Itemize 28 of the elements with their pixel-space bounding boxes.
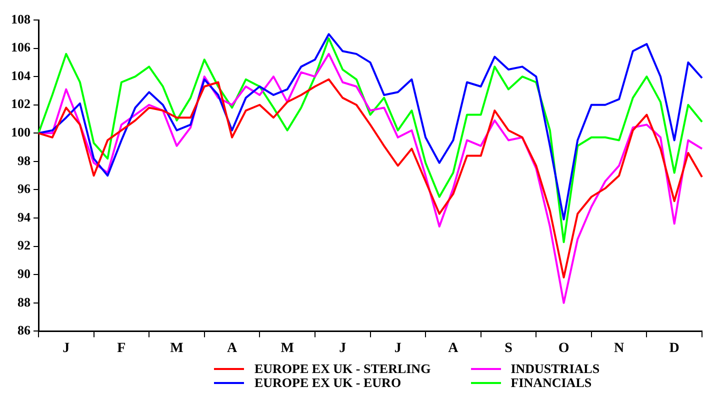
x-tick-label: O [558,341,570,356]
y-tick-label: 106 [11,40,31,55]
legend-label: INDUSTRIALS [510,361,600,376]
y-tick-label: 100 [11,124,30,140]
x-tick-label: S [504,341,513,356]
legend-label: EUROPE EX UK - STERLING [254,361,431,376]
x-tick-label: D [669,341,680,356]
y-tick-label: 86 [18,322,31,338]
x-tick-label: J [62,341,70,356]
x-tick-label: J [394,341,402,356]
y-tick-label: 90 [18,266,30,281]
legend-label: FINANCIALS [510,375,592,390]
x-tick-label: J [339,341,346,356]
y-tick-label: 104 [11,68,31,83]
x-tick-label: A [226,341,238,356]
x-tick-label: M [280,341,294,356]
y-tick-label: 94 [18,209,31,224]
legend-label: EUROPE EX UK - EURO [254,375,402,390]
x-tick-label: A [448,341,460,356]
y-tick-label: 102 [11,96,30,112]
y-tick-label: 88 [18,294,31,310]
y-tick-label: 108 [11,11,31,26]
y-tick-label: 96 [18,181,31,196]
y-tick-label: 92 [18,238,30,253]
x-tick-label: F [117,341,126,356]
x-tick-label: M [170,341,184,356]
x-tick-label: N [614,341,624,356]
y-tick-label: 98 [18,152,31,168]
